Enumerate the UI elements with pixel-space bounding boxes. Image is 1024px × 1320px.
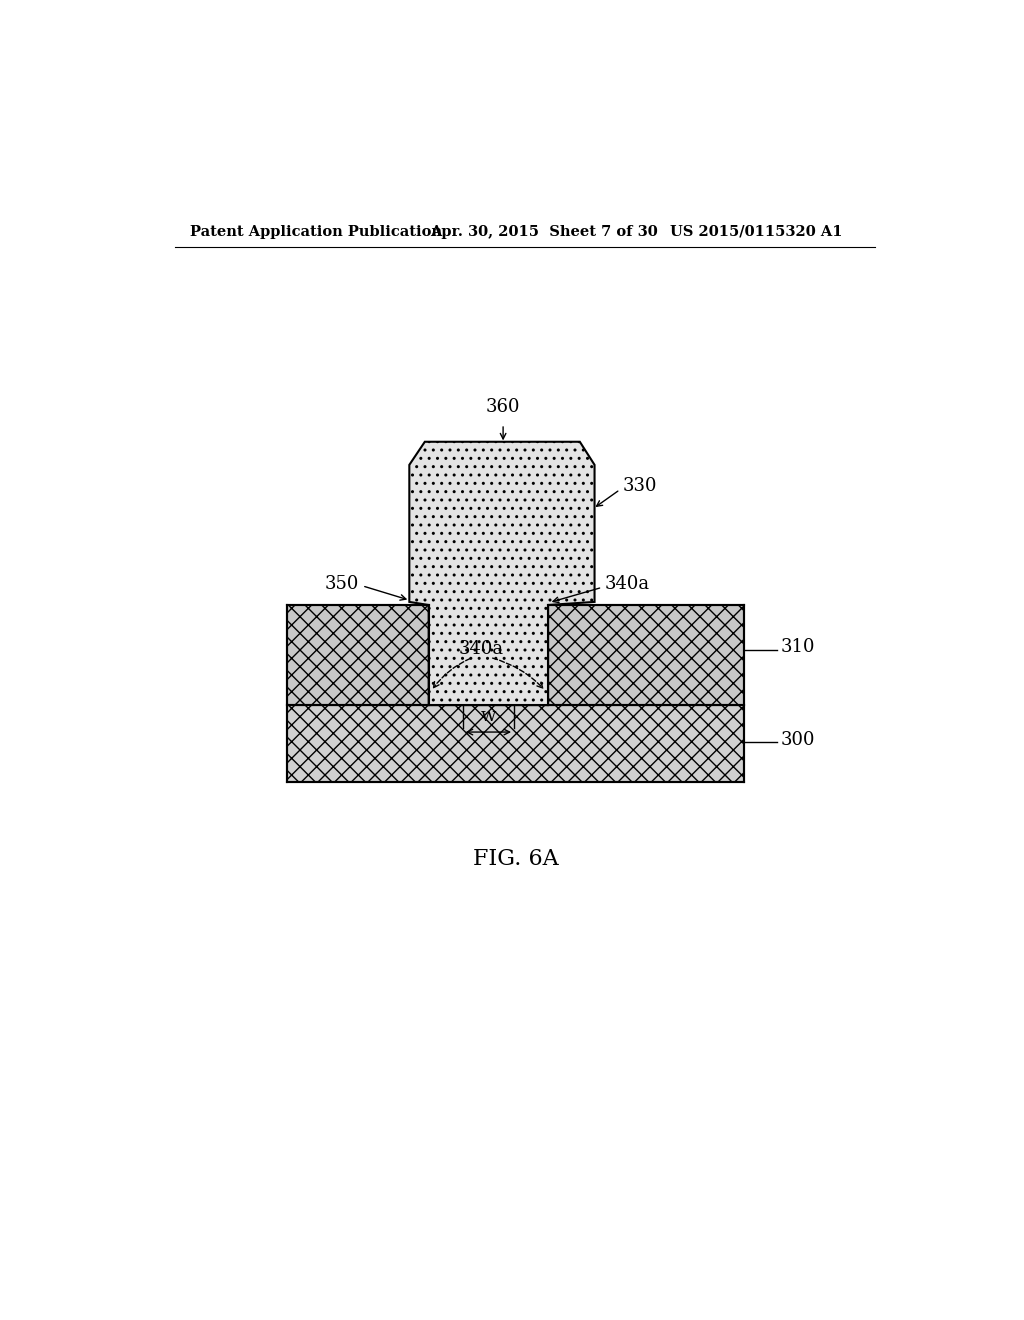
Polygon shape bbox=[410, 442, 595, 705]
Text: 350: 350 bbox=[325, 576, 359, 593]
Text: 340a: 340a bbox=[459, 640, 504, 657]
Text: 300: 300 bbox=[780, 731, 815, 748]
Text: Patent Application Publication: Patent Application Publication bbox=[190, 224, 442, 239]
Text: 330: 330 bbox=[623, 477, 657, 495]
Bar bbox=[548, 605, 744, 705]
Text: FIG. 6A: FIG. 6A bbox=[473, 849, 558, 870]
Text: 310: 310 bbox=[780, 639, 815, 656]
Bar bbox=[287, 605, 429, 705]
Text: 360: 360 bbox=[485, 399, 520, 416]
Bar bbox=[287, 705, 744, 781]
Text: w: w bbox=[480, 708, 496, 725]
Text: US 2015/0115320 A1: US 2015/0115320 A1 bbox=[671, 224, 843, 239]
Text: Apr. 30, 2015  Sheet 7 of 30: Apr. 30, 2015 Sheet 7 of 30 bbox=[430, 224, 658, 239]
Text: 340a: 340a bbox=[604, 576, 650, 593]
